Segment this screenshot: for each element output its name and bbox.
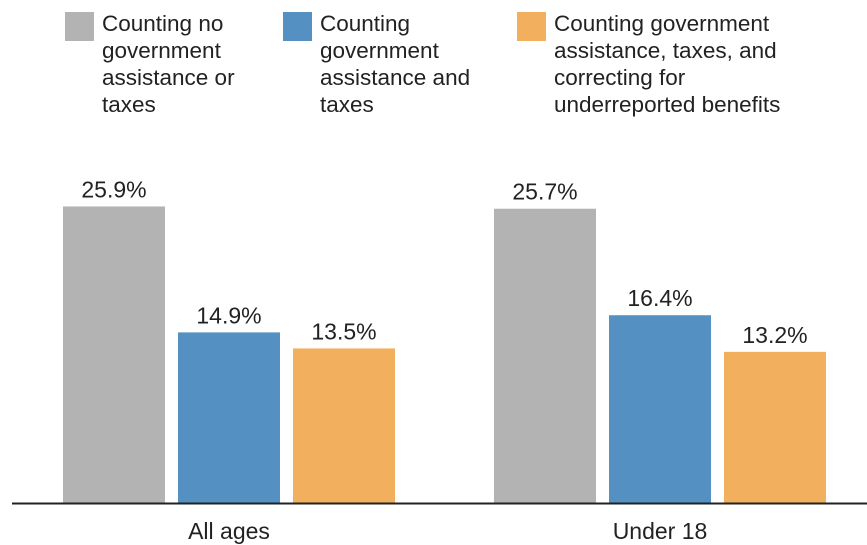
- category-label: All ages: [188, 518, 270, 544]
- bar: [494, 208, 596, 504]
- category-label: Under 18: [613, 518, 708, 544]
- legend-swatch-orange: [517, 12, 546, 41]
- bar: [609, 315, 711, 503]
- data-label: 13.2%: [742, 322, 807, 348]
- bar: [724, 351, 826, 503]
- data-label: 14.9%: [196, 302, 261, 328]
- legend-item-assistance-and-taxes: Counting government assistance and taxes: [283, 10, 470, 118]
- data-label: 25.9%: [81, 176, 146, 202]
- data-label: 16.4%: [627, 285, 692, 311]
- legend-item-corrected: Counting government assistance, taxes, a…: [517, 10, 780, 118]
- bar: [293, 348, 395, 503]
- legend-swatch-gray: [65, 12, 94, 41]
- legend: Counting no government assistance or tax…: [0, 10, 867, 150]
- legend-label: Counting government assistance, taxes, a…: [554, 11, 781, 117]
- legend-swatch-blue: [283, 12, 312, 41]
- data-label: 25.7%: [512, 179, 577, 205]
- legend-label: Counting government assistance and taxes: [320, 11, 471, 117]
- legend-label: Counting no government assistance or tax…: [102, 11, 235, 117]
- bar: [178, 332, 280, 503]
- legend-item-no-assistance: Counting no government assistance or tax…: [65, 10, 235, 118]
- data-label: 13.5%: [311, 318, 376, 344]
- bar: [63, 206, 165, 503]
